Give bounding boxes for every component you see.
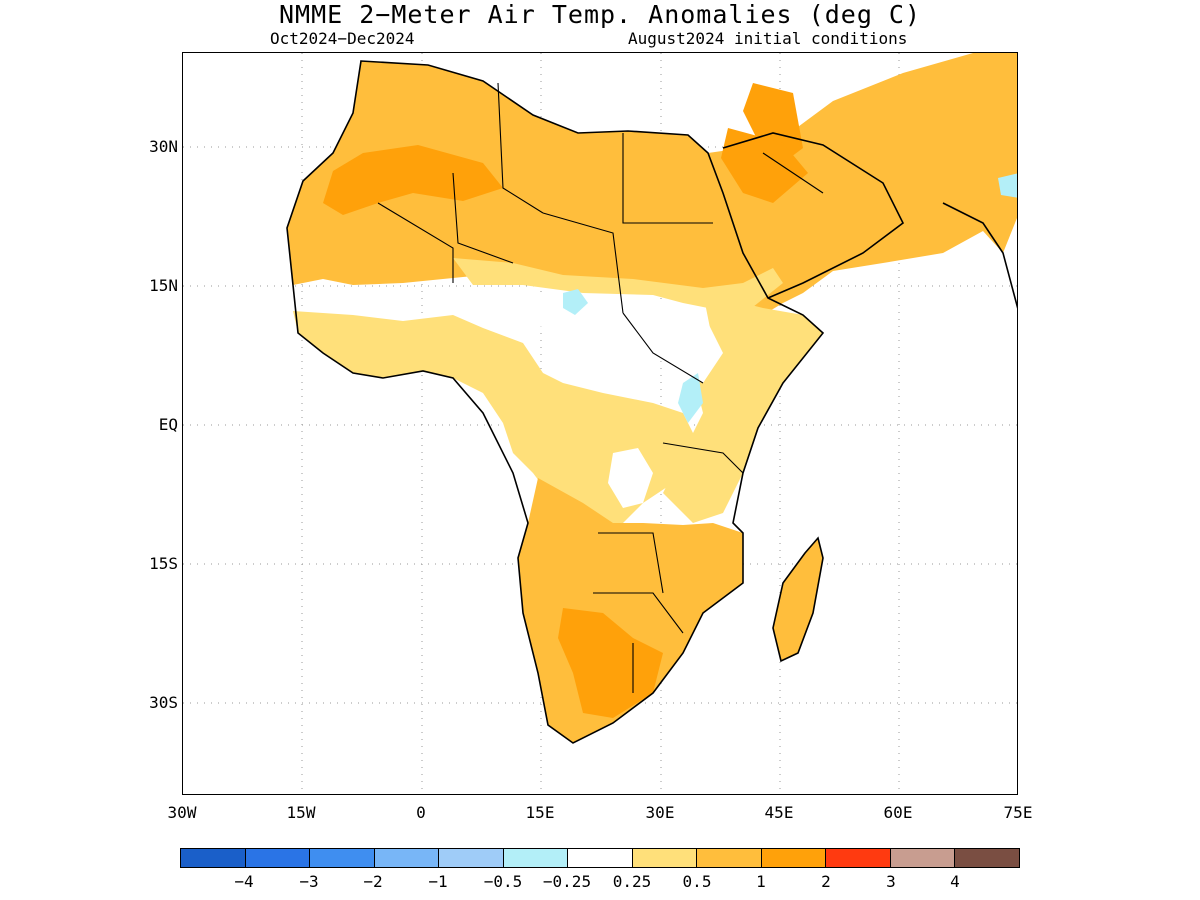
colorbar-label: −3 — [299, 872, 319, 891]
lon-tick-label: 75E — [1003, 803, 1033, 822]
lon-tick-label: 30E — [645, 803, 675, 822]
country-borders — [377, 82, 824, 693]
madagascar-coastline — [772, 536, 824, 663]
colorbar-swatch — [245, 849, 311, 867]
colorbar-label: −1 — [428, 872, 448, 891]
colorbar-label: −0.5 — [483, 872, 523, 891]
lon-tick-label: 60E — [883, 803, 913, 822]
arabia-hotspot — [721, 128, 808, 203]
neutral-central-africa — [463, 293, 723, 383]
india-coastline — [942, 202, 1017, 309]
colorbar-label: 4 — [950, 872, 960, 891]
colorbar-swatch — [955, 849, 1019, 867]
lat-tick-label: 15S — [149, 554, 178, 573]
colorbar — [180, 848, 1020, 868]
lon-tick-label: 15W — [286, 803, 316, 822]
continent-coastline — [286, 60, 825, 744]
map-title: NMME 2−Meter Air Temp. Anomalies (deg C) — [278, 0, 922, 29]
colorbar-swatch — [568, 849, 633, 867]
colorbar-swatch — [503, 849, 569, 867]
lat-tick-label: 30S — [149, 693, 178, 712]
initial-conditions: August2024 initial conditions — [628, 29, 908, 48]
colorbar-swatch — [181, 849, 246, 867]
colorbar-label: −2 — [363, 872, 383, 891]
colorbar-label: 0.5 — [682, 872, 712, 891]
arabia-coastline — [722, 132, 905, 299]
forecast-period: Oct2024−Dec2024 — [270, 29, 415, 48]
sahel-mild-band — [453, 258, 783, 315]
colorbar-swatch — [310, 849, 375, 867]
colorbar-swatch — [697, 849, 762, 867]
colorbar-swatch — [826, 849, 891, 867]
colorbar-label: −4 — [234, 872, 254, 891]
lon-tick-label: 45E — [764, 803, 794, 822]
colorbar-label: 3 — [886, 872, 896, 891]
lat-tick-label: 30N — [149, 137, 178, 156]
cool-patch-east — [678, 373, 703, 423]
southern-africa-hotspot — [558, 608, 663, 718]
colorbar-label: 1 — [756, 872, 766, 891]
colorbar-label: 2 — [821, 872, 831, 891]
mideast-hotspot — [743, 83, 803, 163]
east-africa-mild — [663, 293, 823, 523]
west-africa-mild — [293, 311, 703, 523]
colorbar-label: 0.25 — [612, 872, 652, 891]
neutral-equatorial — [608, 448, 653, 508]
lon-tick-label: 30W — [167, 803, 197, 822]
lat-tick-label: EQ — [158, 415, 178, 434]
colorbar-swatch — [632, 849, 698, 867]
cool-patch-chad — [563, 289, 588, 315]
colorbar-swatch — [439, 849, 504, 867]
cool-patch-india — [998, 173, 1017, 198]
colorbar-swatch — [890, 849, 956, 867]
colorbar-swatch — [761, 849, 827, 867]
colorbar-label: −0.25 — [542, 872, 592, 891]
lat-tick-label: 15N — [149, 276, 178, 295]
lon-tick-label: 0 — [416, 803, 426, 822]
lon-tick-label: 15E — [525, 803, 555, 822]
africa-anomaly-map — [183, 53, 1017, 794]
anomaly-map-panel — [182, 52, 1018, 795]
sahara-hotspot — [323, 145, 503, 215]
madagascar-warm — [773, 538, 823, 661]
colorbar-swatch — [374, 849, 440, 867]
